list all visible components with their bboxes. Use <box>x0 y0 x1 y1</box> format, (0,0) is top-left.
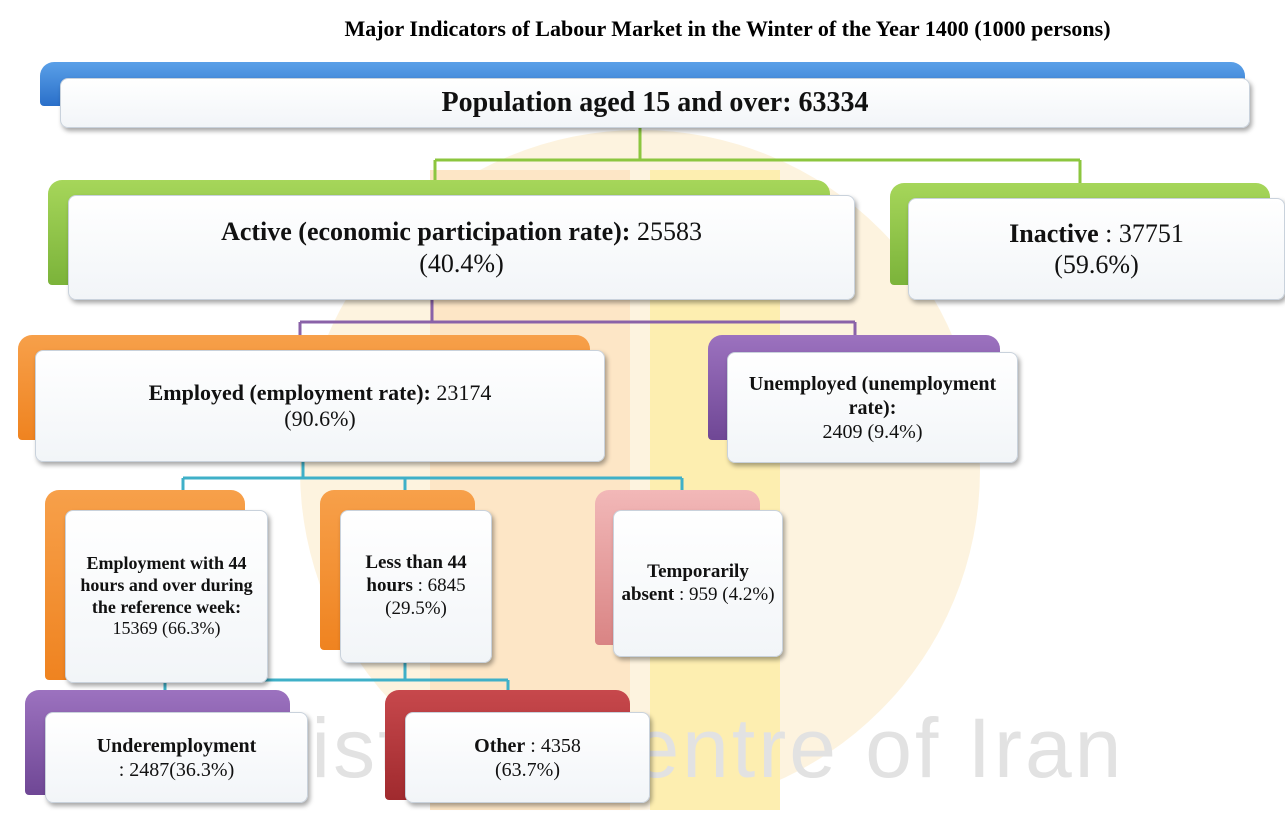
node-text: Employed (employment rate): 23174 (90.6%) <box>149 380 492 433</box>
node-text: Underemployment: 2487(36.3%) <box>97 734 257 782</box>
node-text: Inactive : 37751 (59.6%) <box>1009 218 1184 280</box>
node: Inactive : 37751 (59.6%) <box>908 198 1285 300</box>
node-label: Inactive <box>1009 218 1099 248</box>
connector <box>181 462 684 492</box>
node-label: Employment with 44 hours and over during… <box>80 553 253 617</box>
node-value: : 959 <box>679 583 718 605</box>
node-value: 25583 <box>636 217 702 247</box>
node-label: Other <box>474 734 526 757</box>
node-text: Employment with 44 hours and over during… <box>72 553 261 639</box>
node: Employment with 44 hours and over during… <box>65 510 268 683</box>
connector <box>433 128 1082 185</box>
node-share: (63.7%) <box>495 758 560 781</box>
node-share: (4.2%) <box>722 583 775 605</box>
node-text: Population aged 15 and over: 63334 <box>441 86 868 120</box>
node-label: Underemployment <box>96 734 257 757</box>
node-value: 23174 <box>436 379 492 405</box>
node-value: 2409 (9.4%) <box>822 420 923 443</box>
connector <box>298 300 857 338</box>
node-value: : 4358 <box>530 734 581 757</box>
node: Other : 4358 (63.7%) <box>405 712 650 803</box>
node-text: Other : 4358 (63.7%) <box>474 734 581 782</box>
node: Active (economic participation rate): 25… <box>68 195 855 300</box>
node-value: : 6845 <box>417 575 466 597</box>
node: Temporarily absent : 959 (4.2%) <box>613 510 783 657</box>
node-share: (29.5%) <box>385 597 447 619</box>
node-share: (40.4%) <box>419 248 504 278</box>
node-text: Unemployed (unemployment rate): 2409 (9.4… <box>734 372 1011 444</box>
node-text: Temporarily absent : 959 (4.2%) <box>620 561 776 607</box>
node-share: (59.6%) <box>1054 250 1139 279</box>
node-label: Active (economic participation rate): <box>221 217 631 247</box>
title: Major Indicators of Labour Market in the… <box>344 16 1111 41</box>
node: Unemployed (unemployment rate): 2409 (9.4… <box>727 352 1018 463</box>
node-value: : 2487(36.3%) <box>118 758 235 781</box>
node-text: Less than 44 hours : 6845 (29.5%) <box>347 552 485 620</box>
node: Underemployment: 2487(36.3%) <box>45 712 308 803</box>
node: Employed (employment rate): 23174 (90.6%) <box>35 350 605 462</box>
node-label: Less than 44 hours <box>365 552 467 597</box>
node-label: Population aged 15 and over: 63334 <box>441 87 869 119</box>
node-label: Temporarily absent <box>621 560 749 605</box>
connector <box>163 663 510 692</box>
node-value: : 37751 <box>1105 218 1184 248</box>
node-share: (66.3%) <box>162 618 221 639</box>
node: Less than 44 hours : 6845 (29.5%) <box>340 510 492 663</box>
node-label: Unemployed (unemployment rate): <box>748 372 997 419</box>
node-label: Employed (employment rate): <box>148 379 431 405</box>
node-value: 15369 <box>112 618 158 639</box>
node-share: (90.6%) <box>284 406 356 431</box>
node: Population aged 15 and over: 63334 <box>60 78 1250 128</box>
node-text: Active (economic participation rate): 25… <box>221 216 702 278</box>
